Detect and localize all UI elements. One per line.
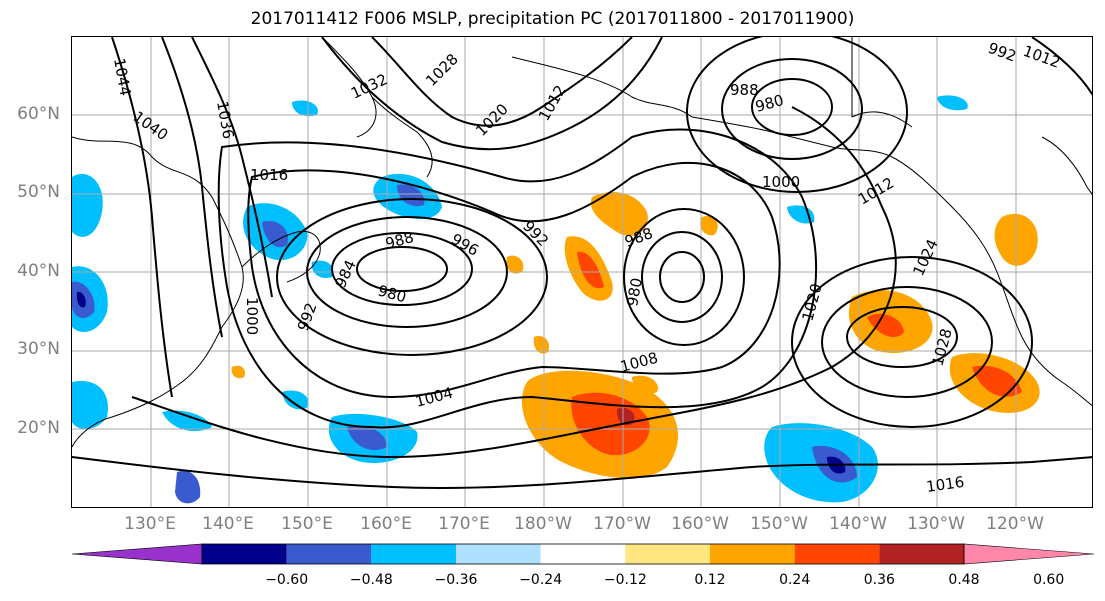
colorbar-tick-label: 0.24 (779, 572, 811, 588)
lon-label: 160°E (360, 514, 412, 534)
colorbar-tick-label: −0.12 (603, 572, 647, 588)
lon-label: 120°W (986, 514, 1044, 534)
lon-label: 170°W (593, 514, 651, 534)
colorbar-segment (371, 544, 456, 564)
isobar-label: 1020 (798, 281, 825, 323)
isobar-label: 992 (294, 300, 321, 333)
lon-label: 130°W (907, 514, 965, 534)
isobar-label: 984 (331, 257, 359, 291)
colorbar-tick-label: −0.24 (519, 572, 563, 588)
colorbar-segment (879, 544, 964, 564)
isobar-label: 1008 (618, 349, 660, 376)
lon-label: 150°E (281, 514, 333, 534)
isobar-label: 988 (383, 228, 415, 253)
lon-label: 150°W (750, 514, 808, 534)
colorbar-tick-label: 0.48 (948, 572, 980, 588)
colorbar-tick-label: 0.60 (1033, 572, 1065, 588)
isobar-label: 988 (730, 81, 759, 99)
coastlines (72, 37, 1092, 448)
lon-label: 140°W (829, 514, 887, 534)
lon-label: 130°E (124, 514, 176, 534)
colorbar-extend-max (963, 543, 1095, 565)
isobar-label: 980 (623, 276, 646, 307)
isobar-label: 1000 (762, 173, 800, 191)
precip-positive-shading (231, 192, 1040, 479)
map-canvas: 1044 1040 1036 1032 1028 1020 1012 1016 … (72, 37, 1092, 507)
lat-label-50n: 50°N (17, 182, 60, 202)
colorbar-tick-label: −0.36 (434, 572, 478, 588)
isobar-label: 1044 (110, 57, 134, 98)
colorbar (71, 543, 1095, 565)
colorbar-segment (456, 544, 541, 564)
isobar-label: 992 (986, 39, 1019, 66)
lat-label-40n: 40°N (17, 261, 60, 281)
colorbar-extend-min (71, 543, 203, 565)
colorbar-segment (286, 544, 372, 564)
isobar-label: 1012 (535, 82, 570, 124)
isobar-label: 1012 (855, 174, 897, 209)
colorbar-tick-label: 0.12 (694, 572, 726, 588)
lon-label: 170°E (438, 514, 490, 534)
isobar-label: 1012 (1021, 42, 1063, 72)
precip-negative-shading (72, 95, 968, 504)
lon-label: 180°W (514, 514, 572, 534)
isobar-label: 1028 (422, 50, 462, 90)
isobar-label: 1020 (472, 100, 512, 140)
colorbar-segment (625, 544, 710, 564)
isobar-label: 1016 (250, 166, 288, 184)
isobar-label: 1004 (413, 384, 455, 411)
isobar-label: 1016 (925, 473, 965, 496)
lon-label: 140°E (202, 514, 254, 534)
colorbar-segment (202, 544, 287, 564)
map-panel: 1044 1040 1036 1032 1028 1020 1012 1016 … (71, 36, 1093, 508)
colorbar-outline (201, 543, 965, 565)
isobar-label: 992 (519, 217, 552, 250)
map-title: 2017011412 F006 MSLP, precipitation PC (… (250, 9, 855, 29)
isobar-label: 1036 (213, 100, 237, 141)
colorbar-segment (540, 544, 626, 564)
colorbar-tick-label: 0.36 (863, 572, 895, 588)
colorbar-tick-label: −0.60 (265, 572, 309, 588)
isobars (72, 37, 1092, 489)
colorbar-tick-label: −0.48 (349, 572, 393, 588)
lat-label-20n: 20°N (17, 418, 60, 438)
lat-label-60n: 60°N (17, 104, 60, 124)
lat-label-30n: 30°N (17, 339, 60, 359)
isobar-label: 1000 (243, 297, 261, 335)
lon-label: 160°W (671, 514, 729, 534)
colorbar-segment (710, 544, 795, 564)
colorbar-segment (794, 544, 880, 564)
